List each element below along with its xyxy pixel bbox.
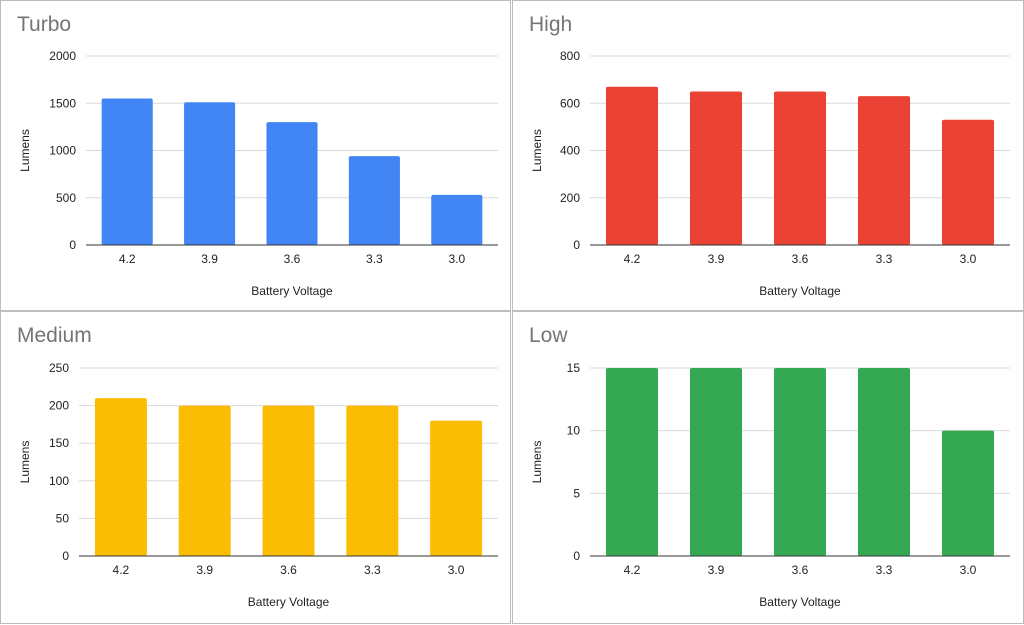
chart-svg: 0 5 10 15 4.2 3.9 3.6 3.3 3.0 Battery Voltage Lume… [530, 361, 1010, 609]
chart-svg: 0 500 1000 1500 2000 4.2 3.9 3.6 3.3 3.0 Battery V… [18, 49, 498, 298]
x-axis-label: Battery Voltage [759, 284, 841, 298]
bar-3.6 [262, 405, 315, 556]
bar-3.6 [773, 91, 827, 245]
x-tick-label: 3.3 [876, 252, 893, 266]
bar-3.0 [941, 119, 995, 245]
y-tick-label: 5 [573, 486, 580, 500]
x-tick-label: 3.6 [284, 252, 301, 266]
y-tick-label: 10 [567, 424, 581, 438]
x-axis-label: Battery Voltage [248, 595, 330, 609]
bar-3.0 [430, 420, 483, 556]
bar-3.9 [178, 405, 231, 556]
y-tick-label: 0 [573, 238, 580, 252]
bar-4.2 [605, 368, 659, 556]
y-tick-label: 200 [49, 399, 69, 413]
x-tick-label: 3.0 [448, 563, 465, 577]
y-tick-label: 1000 [49, 144, 76, 158]
y-tick-label: 15 [567, 361, 581, 375]
y-tick-label: 0 [62, 549, 69, 563]
x-axis-label: Battery Voltage [251, 284, 333, 298]
y-tick-label: 2000 [49, 49, 76, 63]
x-tick-label: 3.6 [792, 252, 809, 266]
y-tick-label: 50 [56, 511, 70, 525]
x-tick-label: 3.0 [960, 563, 977, 577]
bar-3.6 [266, 122, 318, 245]
bar-4.2 [94, 398, 147, 556]
y-tick-label: 0 [69, 238, 76, 252]
chart-title: High [529, 13, 573, 36]
x-tick-label: 3.3 [876, 563, 893, 577]
bar-4.2 [605, 86, 659, 246]
y-tick-label: 400 [560, 144, 580, 158]
x-tick-label: 3.9 [708, 252, 725, 266]
y-axis-label: Lumens [18, 129, 32, 172]
y-tick-label: 500 [56, 191, 76, 205]
x-tick-label: 3.0 [448, 252, 465, 266]
y-tick-label: 800 [560, 49, 580, 63]
bar-3.0 [431, 194, 483, 245]
x-tick-label: 3.0 [960, 252, 977, 266]
y-axis-label: Lumens [18, 441, 32, 484]
chart-svg: 0 50 100 150 200 250 4.2 3.9 3.6 3.3 3.0 Battery Vo… [18, 361, 498, 609]
bar-3.0 [941, 430, 995, 556]
bar-3.9 [689, 91, 743, 245]
chart-title: Medium [17, 324, 92, 347]
bar-3.9 [689, 368, 743, 556]
x-tick-label: 3.9 [201, 252, 218, 266]
x-tick-label: 3.9 [708, 563, 725, 577]
chart-title: Turbo [17, 13, 72, 36]
x-tick-label: 3.9 [196, 563, 213, 577]
x-tick-label: 3.6 [792, 563, 809, 577]
y-tick-label: 1500 [49, 96, 76, 110]
chart-panel-low: 0 5 10 15 4.2 3.9 3.6 3.3 3.0 Battery Voltage Lume… [512, 311, 1024, 624]
y-tick-label: 600 [560, 96, 580, 110]
bar-3.9 [184, 102, 236, 246]
bar-3.6 [773, 368, 827, 556]
y-tick-label: 0 [573, 549, 580, 563]
chart-panel-high: 0 200 400 600 800 4.2 3.9 3.6 3.3 3.0 Battery Volt… [512, 0, 1024, 311]
x-tick-label: 4.2 [624, 252, 641, 266]
y-axis-label: Lumens [530, 441, 544, 484]
x-tick-label: 4.2 [624, 563, 641, 577]
bar-3.3 [857, 96, 911, 245]
y-tick-label: 250 [49, 361, 69, 375]
x-tick-label: 3.3 [366, 252, 383, 266]
y-tick-label: 150 [49, 436, 69, 450]
bar-3.3 [857, 368, 911, 556]
x-tick-label: 4.2 [113, 563, 130, 577]
chart-panel-medium: 0 50 100 150 200 250 4.2 3.9 3.6 3.3 3.0 Battery Vo… [0, 311, 511, 624]
chart-panel-turbo: 0 500 1000 1500 2000 4.2 3.9 3.6 3.3 3.0 Battery V… [0, 0, 511, 311]
bar-3.3 [348, 156, 400, 245]
x-tick-label: 4.2 [119, 252, 136, 266]
bar-4.2 [101, 98, 153, 246]
y-tick-label: 100 [49, 474, 69, 488]
bar-3.3 [346, 405, 399, 556]
x-tick-label: 3.3 [364, 563, 381, 577]
y-tick-label: 200 [560, 191, 580, 205]
chart-svg: 0 200 400 600 800 4.2 3.9 3.6 3.3 3.0 Battery Volt… [530, 49, 1010, 298]
x-tick-label: 3.6 [280, 563, 297, 577]
chart-title: Low [529, 324, 568, 347]
x-axis-label: Battery Voltage [759, 595, 841, 609]
y-axis-label: Lumens [530, 129, 544, 172]
